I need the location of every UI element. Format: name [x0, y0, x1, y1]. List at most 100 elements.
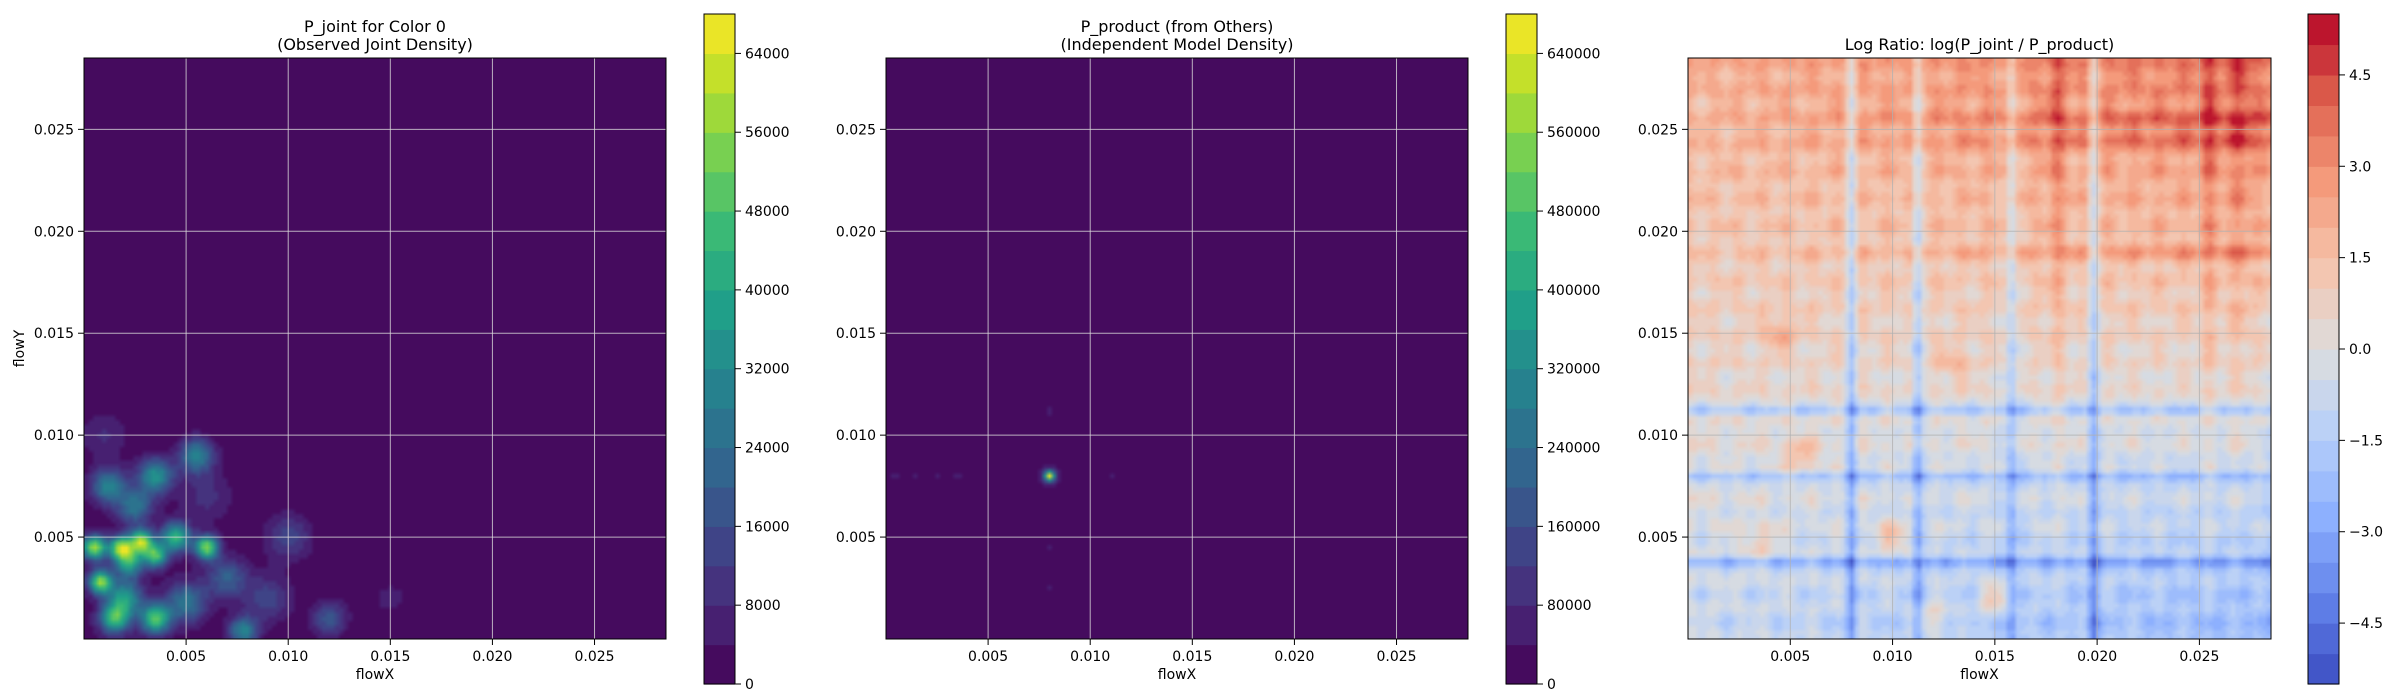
colorbar-level [2308, 196, 2339, 228]
x-tick-label: 0.025 [2179, 649, 2219, 665]
y-tick-label: 0.015 [1638, 326, 1678, 342]
colorbar-level [2308, 562, 2339, 594]
colorbar-level [1506, 368, 1537, 409]
colorbar-level [2308, 349, 2339, 381]
colorbar-tick-label: 0 [745, 677, 754, 693]
colorbar-level [2308, 470, 2339, 502]
colorbar-tick-label: 4.5 [2349, 68, 2371, 84]
colorbar-tick-label: 80000 [1547, 598, 1592, 614]
x-tick-label: 0.020 [1274, 649, 1314, 665]
colorbar-level [704, 644, 735, 685]
colorbar-tick-label: −3.0 [2349, 525, 2383, 541]
colorbar-tick-label: 0 [1547, 677, 1556, 693]
x-tick-label: 0.010 [1873, 649, 1913, 665]
colorbar-level [1506, 486, 1537, 527]
colorbar-level [1506, 447, 1537, 488]
colorbar: −4.5 −3.0 −1.5 0.0 1.5 3.0 4.5 [2307, 13, 2383, 685]
colorbar-level [1506, 526, 1537, 567]
colorbar-level [2308, 623, 2339, 655]
plot-frame [1687, 57, 2272, 640]
chart-title: P_product (from Others) [1081, 17, 1274, 37]
colorbar-level [2308, 288, 2339, 320]
y-tick-label: 0.010 [1638, 428, 1678, 444]
colorbar-level [704, 53, 735, 94]
colorbar-level [704, 368, 735, 409]
plot-frame [885, 57, 1469, 640]
colorbar-tick-label: 24000 [745, 441, 790, 457]
colorbar-level [2308, 531, 2339, 563]
x-tick-label: 0.025 [574, 649, 614, 665]
x-tick-label: 0.020 [2077, 649, 2117, 665]
panel-1: 0.005 0.010 0.015 0.020 0.025 0.005 0.010 0.015… [12, 13, 790, 693]
y-tick-label: 0.025 [836, 122, 876, 138]
colorbar-level [1506, 565, 1537, 606]
y-tick-label: 0.020 [34, 224, 74, 240]
y-tick-label: 0.025 [1638, 122, 1678, 138]
colorbar-level [704, 132, 735, 173]
colorbar-tick-label: 400000 [1547, 283, 1600, 299]
x-tick-label: 0.005 [1770, 649, 1810, 665]
colorbar-level [2308, 501, 2339, 533]
colorbar-tick-label: 1.5 [2349, 251, 2371, 267]
colorbar-level [704, 329, 735, 370]
y-tick-label: 0.015 [34, 326, 74, 342]
plot-frame [83, 57, 667, 640]
x-axis-label: flowX [1158, 667, 1197, 683]
colorbar-tick-label: 64000 [745, 46, 790, 62]
x-tick-label: 0.020 [472, 649, 512, 665]
colorbar-level [704, 211, 735, 252]
colorbar-level [2308, 14, 2339, 46]
panel-3: 0.005 0.010 0.015 0.020 0.025 0.005 0.010 0.015… [1638, 13, 2383, 685]
colorbar-level [1506, 53, 1537, 94]
colorbar-level [2308, 74, 2339, 106]
x-tick-label: 0.010 [268, 649, 308, 665]
x-tick-label: 0.025 [1376, 649, 1416, 665]
y-axis-label: flowY [12, 329, 28, 367]
colorbar-level [1506, 250, 1537, 291]
colorbar-level [2308, 653, 2339, 685]
colorbar-tick-label: −1.5 [2349, 433, 2383, 449]
colorbar-tick-label: 240000 [1547, 441, 1600, 457]
colorbar-level [1506, 132, 1537, 173]
colorbar-level [2308, 257, 2339, 289]
colorbar-level [1506, 644, 1537, 685]
colorbar-tick-label: −4.5 [2349, 616, 2383, 632]
colorbar-level [704, 408, 735, 449]
x-tick-label: 0.015 [1975, 649, 2015, 665]
colorbar-tick-label: 480000 [1547, 204, 1600, 220]
colorbar-level [704, 14, 735, 55]
colorbar-level [2308, 44, 2339, 76]
colorbar-tick-label: 0.0 [2349, 342, 2371, 358]
heatmap-image [1688, 58, 2271, 639]
y-tick-label: 0.005 [836, 530, 876, 546]
chart-title: (Independent Model Density) [1061, 35, 1294, 54]
colorbar-level [2308, 592, 2339, 624]
colorbar-level [1506, 14, 1537, 55]
x-tick-label: 0.005 [166, 649, 206, 665]
colorbar-tick-label: 160000 [1547, 519, 1600, 535]
colorbar-tick-label: 32000 [745, 362, 790, 378]
colorbar-tick-label: 16000 [745, 519, 790, 535]
colorbar-level [704, 92, 735, 133]
colorbar-level [2308, 379, 2339, 411]
x-tick-label: 0.015 [1172, 649, 1212, 665]
colorbar-level [1506, 289, 1537, 330]
colorbar-level [1506, 92, 1537, 133]
colorbar: 0 8000 16000 24000 32000 40000 48000 56000 64000 [703, 13, 790, 693]
y-tick-label: 0.020 [1638, 224, 1678, 240]
colorbar-level [2308, 318, 2339, 350]
colorbar-level [1506, 211, 1537, 252]
colorbar-tick-label: 560000 [1547, 125, 1600, 141]
x-tick-label: 0.010 [1070, 649, 1110, 665]
colorbar-level [2308, 166, 2339, 198]
colorbar: 0 80000 160000 240000 320000 400000 480000 5600… [1505, 13, 1600, 693]
colorbar-level [704, 447, 735, 488]
colorbar-tick-label: 320000 [1547, 362, 1600, 378]
colorbar-level [2308, 227, 2339, 259]
colorbar-level [704, 250, 735, 291]
y-tick-label: 0.015 [836, 326, 876, 342]
chart-title: (Observed Joint Density) [277, 35, 473, 54]
colorbar-level [704, 171, 735, 212]
colorbar-tick-label: 56000 [745, 125, 790, 141]
